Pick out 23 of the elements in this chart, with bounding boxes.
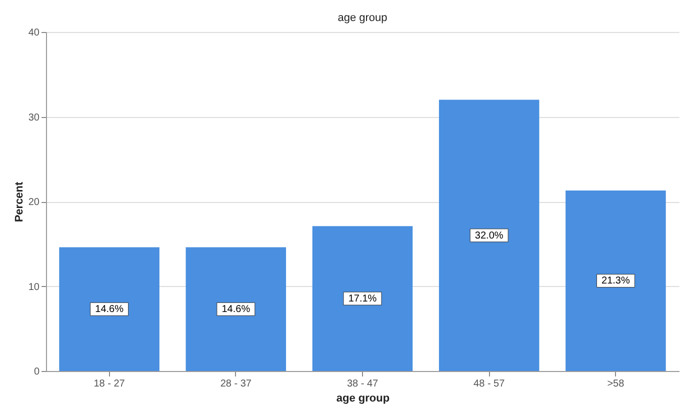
y-tick-label: 0 — [34, 366, 40, 378]
y-tick-label: 10 — [28, 282, 40, 293]
bar — [59, 247, 160, 371]
x-tick-label: 18 - 27 — [94, 378, 126, 390]
x-axis-title: age group — [336, 392, 390, 404]
y-tick-label: 30 — [28, 112, 40, 124]
x-tick-label: 28 - 37 — [220, 378, 252, 390]
x-tick-label: >58 — [607, 378, 625, 390]
data-label: 17.1% — [348, 294, 377, 305]
data-label: 14.6% — [95, 304, 124, 316]
data-label: 14.6% — [222, 304, 250, 316]
y-tick-label: 40 — [28, 28, 40, 38]
x-tick-label: 48 - 57 — [474, 378, 506, 390]
bar — [438, 100, 540, 371]
bar — [312, 226, 413, 371]
bar — [566, 190, 666, 371]
y-axis-title: Percent — [13, 181, 26, 222]
y-tick-label: 20 — [28, 197, 40, 208]
bar — [186, 247, 286, 371]
x-tick-label: 38 - 47 — [346, 378, 378, 390]
data-label: 21.3% — [602, 276, 630, 287]
data-label: 32.0% — [474, 230, 504, 242]
chart-title: age group — [338, 12, 388, 24]
